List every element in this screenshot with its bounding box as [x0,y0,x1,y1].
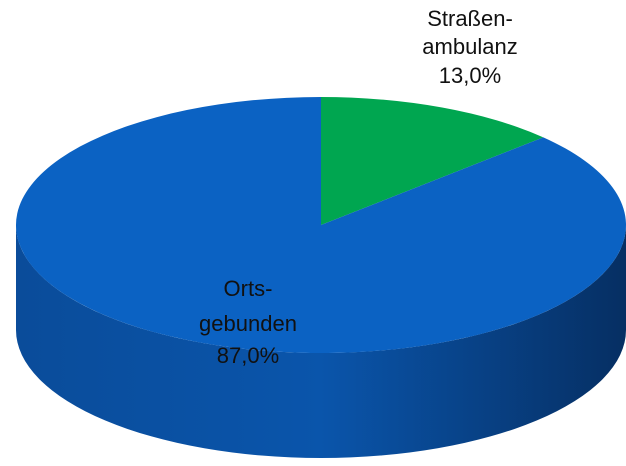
pie-slice [16,97,626,353]
slice-label: ambulanz [422,34,517,59]
pie-slice [321,97,544,225]
slice-value-label: 13,0% [439,63,501,88]
pie-side [16,225,626,458]
slice-label: Orts- [224,276,273,301]
slice-value-label: 87,0% [217,343,279,368]
slice-label: gebunden [199,311,297,336]
slice-label: Straßen- [427,6,513,31]
